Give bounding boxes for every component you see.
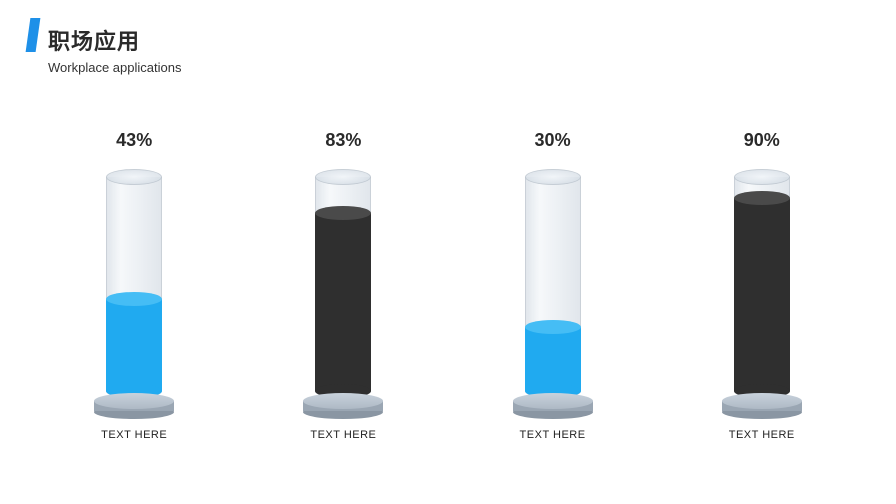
cylinder-tube: [315, 169, 371, 399]
cylinder-fill: [315, 213, 371, 391]
cylinder-base: [303, 393, 383, 415]
cylinder-base: [94, 393, 174, 415]
cylinder-fill: [734, 198, 790, 391]
header: 职场应用 Workplace applications: [28, 24, 181, 75]
cylinder-item: 30% TEXT HERE: [478, 130, 628, 441]
accent-bar: [26, 18, 41, 52]
cylinder-tube: [106, 169, 162, 399]
percent-label: 90%: [744, 130, 780, 151]
cylinder-base: [513, 393, 593, 415]
cylinder-tube: [525, 169, 581, 399]
cylinder-item: 43% TEXT HERE: [59, 130, 209, 441]
page-title-cn: 职场应用: [48, 24, 181, 56]
cylinder-caption: TEXT HERE: [310, 429, 376, 441]
cylinder-fill: [106, 299, 162, 391]
cylinder-item: 83% TEXT HERE: [268, 130, 418, 441]
cylinder-chart: 43% TEXT HERE 83%: [0, 130, 896, 490]
cylinder-item: 90% TEXT HERE: [687, 130, 837, 441]
cylinder-caption: TEXT HERE: [729, 429, 795, 441]
percent-label: 43%: [116, 130, 152, 151]
cylinder-caption: TEXT HERE: [101, 429, 167, 441]
cylinder-caption: TEXT HERE: [520, 429, 586, 441]
percent-label: 30%: [535, 130, 571, 151]
page-title-en: Workplace applications: [48, 60, 181, 75]
percent-label: 83%: [325, 130, 361, 151]
cylinder-base: [722, 393, 802, 415]
cylinder-tube: [734, 169, 790, 399]
cylinder-fill: [525, 327, 581, 391]
